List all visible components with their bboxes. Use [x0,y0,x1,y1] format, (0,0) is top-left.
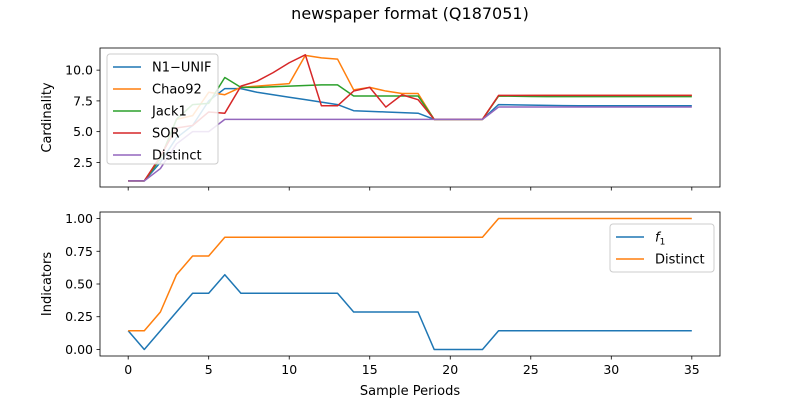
legend: N1−UNIF Chao92 Jack1 SOR Distinct [106,53,219,165]
y-tick-label: 0.00 [65,342,93,357]
legend-label: Distinct [655,253,705,268]
series-line-1 [128,217,692,332]
x-tick-label: 15 [362,362,378,377]
series-line-2 [128,76,692,182]
cardinality-chart: 2.5 5.0 7.5 10.0 Cardinality N1−UNIF Chao92 Jac… [40,47,721,191]
y-tick-label: 1.00 [65,211,93,226]
y-tick-label: 10.0 [65,63,93,78]
x-tick-label: 20 [442,362,458,377]
y-tick-label: 0.25 [65,309,93,324]
y-tick-label: 0.75 [65,244,93,259]
legend-label: Distinct [152,149,202,164]
legend-box [609,223,715,273]
y-axis-label: Cardinality [40,82,55,153]
x-tick-label: 0 [124,362,132,377]
x-tick-label: 5 [205,362,213,377]
legend-label: Chao92 [152,83,202,98]
y-tick-label: 2.5 [73,155,93,170]
x-axis-label: Sample Periods [360,384,460,399]
series-line-3 [128,54,692,182]
y-tick-label: 7.5 [73,93,93,108]
legend-box [106,53,219,165]
legend: f1 Distinct [609,223,715,273]
x-tick-label: 35 [684,362,700,377]
legend-label: N1−UNIF [152,61,211,76]
x-tick-label: 30 [603,362,619,377]
legend-label: f1 [655,231,665,248]
chart-title: newspaper format (Q187051) [291,4,529,23]
x-tick-label: 10 [281,362,297,377]
indicators-chart: 0 5 10 15 20 25 30 35 0.00 0.25 0.50 0.75 1.00 Indica… [40,211,721,399]
y-tick-label: 5.0 [73,124,93,139]
x-tick-label: 25 [523,362,539,377]
y-tick-label: 0.50 [65,277,93,292]
y-axis-label: Indicators [40,252,55,316]
legend-label: Jack1 [151,105,187,120]
axes-frame [99,47,721,188]
series-line-0 [127,273,692,351]
legend-label: SOR [152,127,180,142]
series-line-4 [128,106,692,182]
series-line-0 [128,87,692,182]
